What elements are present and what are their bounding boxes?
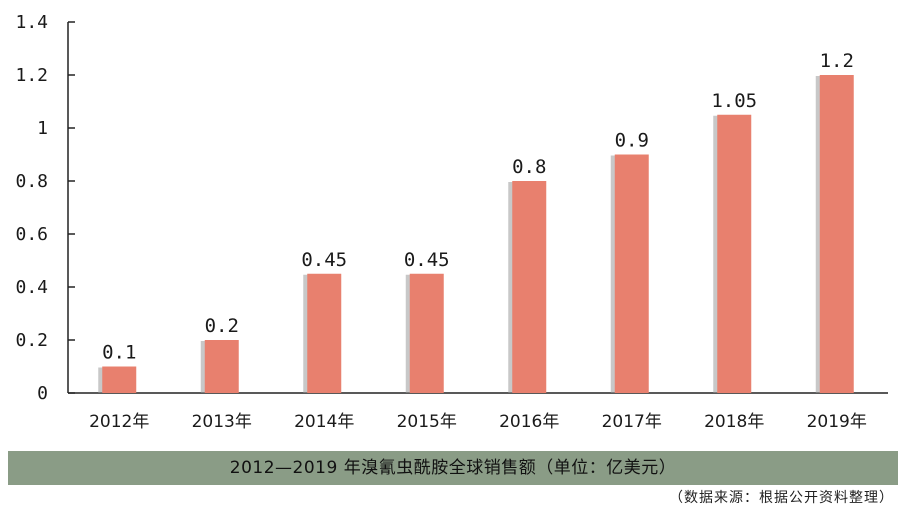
bar	[819, 75, 854, 393]
bar	[204, 340, 239, 393]
x-tick-label: 2016年	[499, 412, 559, 432]
bar-chart: 0 0.2 0.4 0.6 0.8 1 1.2 1.4 2012年 2013年 2014年 2015…	[15, 12, 888, 432]
bars	[98, 75, 854, 393]
chart-caption: 2012—2019 年溴氰虫酰胺全球销售额（单位：亿美元）	[229, 458, 677, 478]
caption-band: 2012—2019 年溴氰虫酰胺全球销售额（单位：亿美元）	[8, 451, 898, 485]
x-axis: 2012年 2013年 2014年 2015年 2016年 2017年 2018年 2019年	[68, 392, 888, 432]
source-note: （数据来源：根据公开资料整理）	[669, 490, 894, 506]
y-tick-label: 1.4	[15, 12, 48, 33]
bar-value-label: 1.05	[711, 90, 757, 112]
bar-value-label: 0.1	[102, 342, 136, 364]
x-tick-label: 2017年	[602, 412, 662, 432]
bar-value-label: 0.2	[205, 315, 239, 337]
bar	[307, 273, 342, 393]
bar	[717, 114, 752, 393]
x-tick-label: 2019年	[807, 412, 867, 432]
bar-value-label: 0.9	[615, 130, 649, 152]
y-tick-label: 0.2	[15, 330, 48, 351]
x-tick-label: 2018年	[704, 412, 764, 432]
y-tick-label: 0.8	[15, 171, 48, 192]
y-tick-label: 1.2	[15, 65, 48, 86]
bar-value-label: 1.2	[820, 50, 854, 72]
x-tick-label: 2014年	[294, 412, 354, 432]
bar	[512, 181, 547, 393]
value-labels: 0.1 0.2 0.45 0.45 0.8 0.9 1.05 1.2	[102, 50, 854, 364]
x-tick-label: 2015年	[397, 412, 457, 432]
y-tick-label: 0	[37, 383, 48, 404]
bar	[409, 273, 444, 393]
bar-value-label: 0.45	[301, 249, 347, 271]
bar-value-label: 0.45	[404, 249, 450, 271]
bar-value-label: 0.8	[512, 156, 546, 178]
bar	[614, 154, 649, 393]
x-tick-label: 2012年	[89, 412, 149, 432]
bar	[102, 366, 137, 393]
y-tick-label: 1	[37, 118, 48, 139]
x-tick-label: 2013年	[192, 412, 252, 432]
y-tick-label: 0.4	[15, 277, 48, 298]
y-tick-label: 0.6	[15, 224, 48, 245]
y-axis: 0 0.2 0.4 0.6 0.8 1 1.2 1.4	[15, 12, 75, 404]
